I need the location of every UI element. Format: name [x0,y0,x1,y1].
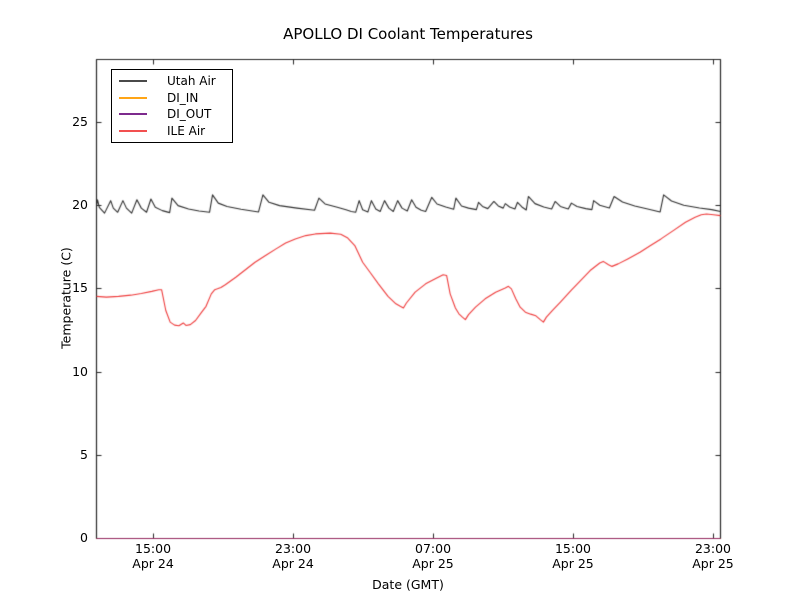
x-tick-label: 15:00 Apr 25 [533,541,613,571]
x-axis-label: Date (GMT) [372,577,444,592]
legend-label: DI_IN [167,90,199,105]
legend-line-di-in [119,96,147,99]
legend-label: ILE Air [167,123,206,138]
x-tick-date: Apr 24 [272,556,314,571]
y-tick-label: 10 [72,363,88,379]
legend-entry-di-in: DI_IN [119,90,232,105]
legend-label: Utah Air [167,74,216,89]
x-tick-time: 07:00 [415,541,452,556]
x-tick-time: 15:00 [554,541,592,556]
x-tick-label: 23:00 Apr 25 [673,541,753,571]
x-tick-date: Apr 25 [412,556,454,571]
legend-label: DI_OUT [167,107,212,122]
y-tick-label: 25 [72,113,88,129]
chart-legend: Utah Air DI_IN DI_OUT ILE Air [111,69,233,143]
x-tick-time: 23:00 [694,541,732,556]
legend-line-di-out [119,113,147,116]
legend-line-ile-air [119,129,147,132]
x-tick-date: Apr 25 [552,556,594,571]
x-tick-time: 23:00 [275,541,312,556]
x-tick-label: 23:00 Apr 24 [253,541,333,571]
legend-entry-di-out: DI_OUT [119,107,232,122]
y-tick-label: 15 [72,280,88,296]
y-tick-label: 5 [80,446,88,462]
chart-title: APOLLO DI Coolant Temperatures [283,25,533,43]
x-tick-label: 07:00 Apr 25 [393,541,473,571]
x-tick-date: Apr 25 [692,556,734,571]
y-tick-label: 20 [72,197,88,213]
legend-entry-utah-air: Utah Air [119,74,232,89]
y-tick-label: 0 [80,530,88,545]
x-tick-date: Apr 24 [132,556,174,571]
legend-entry-ile-air: ILE Air [119,123,232,138]
x-tick-label: 15:00 Apr 24 [113,541,193,571]
legend-line-utah-air [119,80,147,83]
x-tick-time: 15:00 [135,541,172,556]
